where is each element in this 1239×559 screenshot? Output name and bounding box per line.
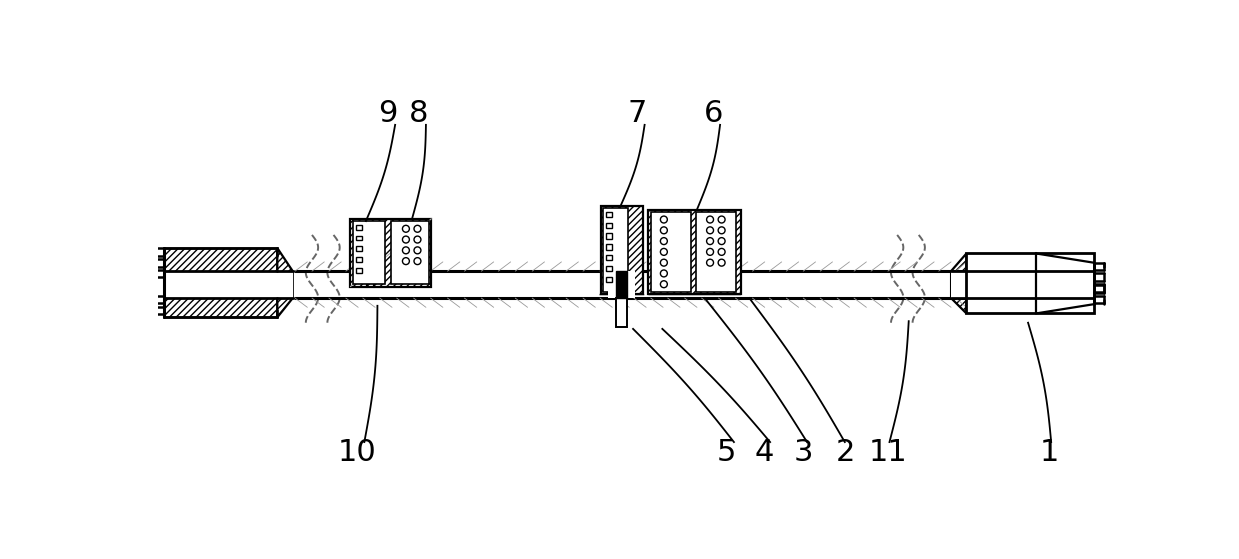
- Circle shape: [403, 247, 409, 254]
- Bar: [606, 212, 612, 217]
- Bar: [650, 212, 691, 292]
- Bar: [606, 234, 612, 239]
- Circle shape: [660, 270, 668, 277]
- Circle shape: [706, 248, 714, 255]
- Bar: [356, 236, 362, 240]
- Bar: [966, 253, 1094, 314]
- Polygon shape: [952, 271, 966, 298]
- Circle shape: [403, 258, 409, 264]
- Circle shape: [414, 225, 421, 232]
- Circle shape: [719, 227, 725, 234]
- Bar: [356, 247, 362, 251]
- Circle shape: [719, 238, 725, 245]
- Bar: [606, 222, 612, 228]
- Bar: [601, 206, 643, 294]
- Polygon shape: [648, 271, 741, 294]
- Bar: [356, 257, 362, 262]
- Bar: [696, 212, 736, 292]
- Polygon shape: [278, 248, 292, 318]
- Text: 10: 10: [337, 438, 375, 467]
- Circle shape: [403, 236, 409, 243]
- Circle shape: [660, 281, 668, 288]
- Circle shape: [414, 236, 421, 243]
- Polygon shape: [608, 271, 636, 298]
- Text: 9: 9: [378, 99, 398, 128]
- Bar: [606, 244, 612, 249]
- Text: 4: 4: [755, 438, 774, 467]
- Bar: [164, 248, 278, 318]
- Text: 1: 1: [1040, 438, 1059, 467]
- Bar: [606, 266, 612, 271]
- Circle shape: [660, 259, 668, 266]
- Text: 6: 6: [704, 99, 724, 128]
- Circle shape: [660, 248, 668, 255]
- Circle shape: [660, 238, 668, 245]
- Text: 11: 11: [869, 438, 907, 467]
- Bar: [648, 210, 741, 294]
- Circle shape: [414, 247, 421, 254]
- Text: 5: 5: [716, 438, 736, 467]
- Bar: [616, 271, 627, 298]
- Bar: [606, 277, 612, 282]
- Circle shape: [719, 259, 725, 266]
- Circle shape: [706, 216, 714, 223]
- Bar: [353, 221, 385, 284]
- Text: 7: 7: [627, 99, 647, 128]
- Circle shape: [660, 227, 668, 234]
- Circle shape: [660, 216, 668, 223]
- Circle shape: [414, 258, 421, 264]
- Text: 2: 2: [836, 438, 855, 467]
- Polygon shape: [278, 271, 292, 298]
- Polygon shape: [601, 271, 643, 294]
- Bar: [351, 219, 431, 287]
- Bar: [164, 271, 278, 298]
- Polygon shape: [952, 253, 966, 314]
- Bar: [606, 255, 612, 260]
- Circle shape: [706, 238, 714, 245]
- Bar: [603, 208, 628, 292]
- Circle shape: [706, 259, 714, 266]
- Bar: [390, 221, 429, 284]
- Bar: [356, 268, 362, 273]
- Text: 3: 3: [793, 438, 813, 467]
- Text: 8: 8: [409, 99, 427, 128]
- Circle shape: [719, 216, 725, 223]
- Circle shape: [403, 225, 409, 232]
- Bar: [616, 298, 627, 328]
- Bar: [356, 225, 362, 230]
- Circle shape: [706, 227, 714, 234]
- Circle shape: [719, 248, 725, 255]
